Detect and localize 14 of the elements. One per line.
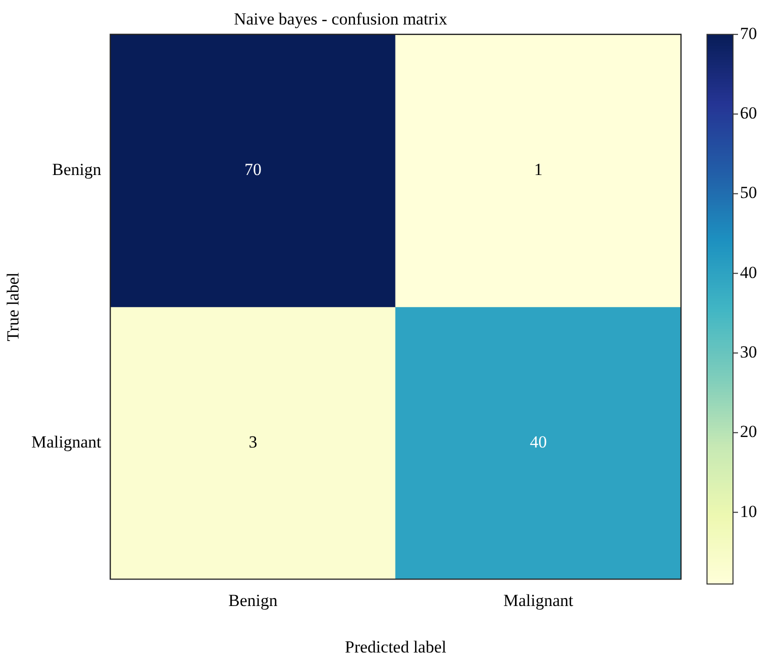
data-label: 40 <box>530 432 547 452</box>
data-label: 1 <box>534 160 543 180</box>
x-axis-title: Predicted label <box>344 637 447 656</box>
color-bar-label: 60 <box>740 104 757 123</box>
color-bar-label: 70 <box>740 24 757 43</box>
chart-title: Naive bayes - confusion matrix <box>234 10 448 29</box>
color-bar-label: 40 <box>740 262 757 282</box>
color-bar-label: 50 <box>740 183 757 202</box>
color-bar-label: 10 <box>740 502 757 521</box>
data-label: 3 <box>248 432 258 452</box>
y-axis-title: True label <box>4 272 23 342</box>
color-bar-label: 30 <box>740 342 757 362</box>
color-bar-label: 20 <box>740 422 757 442</box>
data-label: 70 <box>244 160 262 180</box>
